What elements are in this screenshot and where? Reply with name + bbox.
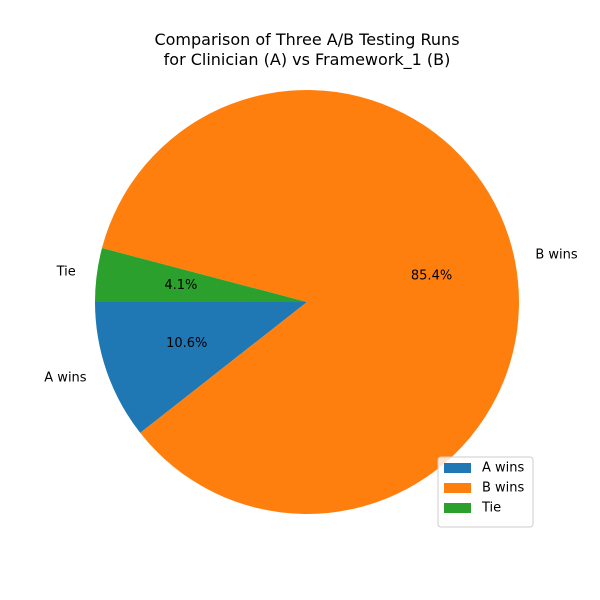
legend-swatch-tie	[444, 503, 471, 513]
chart-title-line-1: Comparison of Three A/B Testing Runs	[154, 30, 459, 49]
legend-label-a-wins: A wins	[482, 461, 525, 476]
percent-label-tie: 4.1%	[164, 278, 197, 293]
pie-labels: A wins 10.6% B wins 85.4% Tie 4.1%	[44, 247, 578, 385]
chart-title-line-2: for Clinician (A) vs Framework_1 (B)	[164, 50, 451, 70]
percent-label-b-wins: 85.4%	[411, 269, 452, 284]
pie-slice-a-wins	[95, 302, 307, 433]
legend-label-tie: Tie	[481, 501, 501, 516]
legend-swatch-b-wins	[444, 483, 471, 493]
slice-label-tie: Tie	[56, 265, 76, 280]
pie-slice-b-wins	[101, 89, 520, 514]
slice-label-b-wins: B wins	[535, 247, 578, 262]
legend-entries: A wins B wins Tie	[444, 461, 525, 516]
legend-swatch-a-wins	[444, 463, 471, 473]
pie-slices	[95, 89, 520, 514]
slice-label-a-wins: A wins	[44, 371, 87, 386]
legend-label-b-wins: B wins	[482, 481, 525, 496]
percent-label-a-wins: 10.6%	[166, 336, 207, 351]
pie-slice-tie	[95, 248, 307, 302]
legend: A wins B wins Tie	[437, 456, 534, 528]
